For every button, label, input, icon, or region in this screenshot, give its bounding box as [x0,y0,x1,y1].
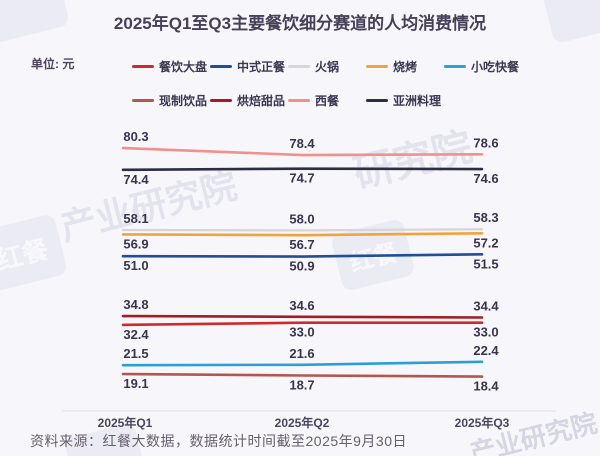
data-label: 34.6 [289,298,314,313]
page-title: 2025年Q1至Q3主要餐饮细分赛道的人均消费情况 [113,14,487,33]
legend-item: 烧烤 [366,58,444,75]
data-label: 57.2 [473,235,498,250]
legend-label: 烧烤 [393,59,418,74]
data-label: 33.0 [289,325,314,340]
legend-item: 中式正餐 [210,58,288,75]
series-line [121,253,484,258]
legend: 餐饮大盘 中式正餐 火锅 烧烤 小吃快餐现制饮品 烘焙甜品 西餐 亚洲料理 [132,59,522,127]
series-line [121,360,484,367]
data-label: 18.4 [473,379,499,394]
series-line [121,372,484,378]
data-label: 56.9 [123,236,148,251]
data-label: 58.1 [123,211,148,226]
legend-line-swatch [288,98,310,102]
data-label: 22.4 [473,343,499,358]
data-label: 34.4 [473,299,499,314]
data-label: 74.7 [289,171,314,186]
legend-line-swatch [132,98,154,102]
data-label: 32.4 [123,327,149,342]
legend-line-swatch [366,64,388,68]
data-label: 58.3 [473,210,498,225]
data-label: 56.7 [289,237,314,252]
data-label: 74.6 [473,171,498,186]
legend-label: 现制饮品 [159,93,208,108]
data-label: 58.0 [289,211,314,226]
data-label: 78.6 [473,135,498,150]
legend-label: 餐饮大盘 [159,59,208,74]
unit-label: 单位: 元 [31,57,75,71]
legend-line-swatch [444,64,466,68]
series-line [121,232,484,237]
x-axis-label-q1: 2025年Q1 [97,416,153,430]
data-label: 21.6 [289,346,314,361]
legend-line-swatch [132,64,154,68]
data-label: 34.8 [123,297,148,312]
series-line [121,167,484,172]
data-label: 33.0 [473,325,498,340]
legend-item: 现制饮品 [132,92,210,109]
data-label: 74.4 [123,172,149,187]
legend-label: 小吃快餐 [471,59,520,74]
legend-label: 中式正餐 [237,59,286,74]
data-label: 78.4 [289,136,315,151]
data-label: 21.5 [123,346,148,361]
legend-label: 烘焙甜品 [237,93,286,108]
legend-line-swatch [210,98,232,102]
series-line [121,228,484,232]
legend-item: 餐饮大盘 [132,58,210,75]
data-label: 18.7 [289,377,314,392]
legend-item: 西餐 [288,92,366,109]
legend-row: 现制饮品 烘焙甜品 西餐 亚洲料理 [132,92,522,109]
legend-item: 火锅 [288,58,366,75]
series-line [121,146,484,157]
legend-item: 小吃快餐 [444,58,522,75]
x-axis-label-q2: 2025年Q2 [274,416,330,430]
legend-line-swatch [366,98,388,102]
legend-label: 西餐 [315,93,340,108]
data-label: 80.3 [123,129,148,144]
data-label: 50.9 [289,259,314,274]
legend-line-swatch [210,64,232,68]
series-line [121,321,484,327]
legend-item: 烘焙甜品 [210,92,288,109]
legend-label: 亚洲料理 [393,93,442,108]
legend-line-swatch [288,64,310,68]
legend-label: 火锅 [315,59,340,74]
data-label: 19.1 [123,376,148,391]
source-note: 资料来源：红餐大数据，数据统计时间截至2025年9月30日 [30,433,408,449]
data-label: 51.0 [123,258,148,273]
x-axis-label-q3: 2025年Q3 [454,416,510,430]
legend-row: 餐饮大盘 中式正餐 火锅 烧烤 小吃快餐 [132,58,522,75]
series-line [121,314,484,319]
legend-item: 亚洲料理 [366,92,444,109]
data-label: 51.5 [473,256,498,271]
